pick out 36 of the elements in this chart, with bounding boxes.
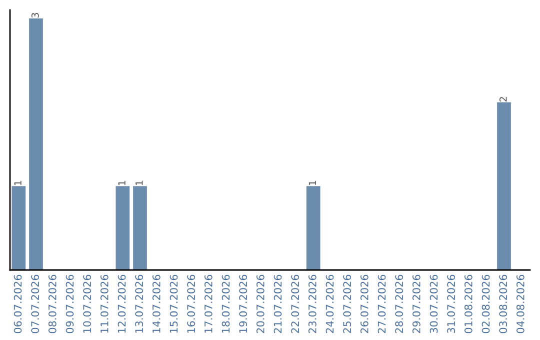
data-label: 1	[118, 180, 126, 186]
x-tick-label: 01.08.2026	[464, 274, 472, 334]
x-tick-label: 09.07.2026	[66, 274, 74, 334]
x-tick-label: 14.07.2026	[152, 274, 160, 333]
x-tick-label: 06.07.2026	[14, 274, 22, 334]
x-tick-label: 24.07.2026	[326, 274, 334, 334]
x-tick-label: 25.07.2026	[343, 274, 352, 334]
data-label: 1	[136, 180, 143, 186]
x-tick-label: 04.08.2026	[516, 274, 524, 334]
x-tick-label: 20.07.2026	[256, 274, 264, 334]
x-tick-label: 26.07.2026	[360, 274, 368, 334]
x-tick-label: 10.07.2026	[83, 274, 92, 333]
x-tick-label: 21.07.2026	[274, 274, 282, 334]
x-tick-label: 19.07.2026	[239, 274, 248, 333]
x-tick-label: 03.08.2026	[499, 274, 508, 334]
data-label: 3	[31, 12, 39, 18]
data-label: 1	[14, 180, 22, 186]
x-tick-label: 17.07.2026	[204, 274, 212, 333]
x-tick-label: 18.07.2026	[222, 274, 230, 333]
x-tick-label: 02.08.2026	[482, 274, 490, 334]
x-tick-label: 28.07.2026	[395, 274, 404, 334]
x-tick-label: 12.07.2026	[118, 274, 126, 333]
x-tick-label: 23.07.2026	[308, 274, 316, 334]
data-label: 1	[308, 180, 316, 186]
x-tick-label: 30.07.2026	[430, 274, 438, 334]
x-tick-label: 15.07.2026	[170, 274, 178, 333]
x-tick-label: 27.07.2026	[378, 274, 386, 334]
x-tick-label: 11.07.2026	[100, 274, 108, 333]
data-label: 2	[499, 97, 507, 102]
x-tick-label: 16.07.2026	[187, 274, 196, 333]
x-tick-label: 08.07.2026	[48, 274, 56, 334]
x-tick-label: 31.07.2026	[447, 274, 456, 334]
x-tick-label: 13.07.2026	[135, 274, 144, 333]
x-tick-label: 07.07.2026	[31, 274, 40, 334]
x-tick-label: 29.07.2026	[412, 274, 420, 334]
x-tick-label: 22.07.2026	[291, 274, 300, 334]
